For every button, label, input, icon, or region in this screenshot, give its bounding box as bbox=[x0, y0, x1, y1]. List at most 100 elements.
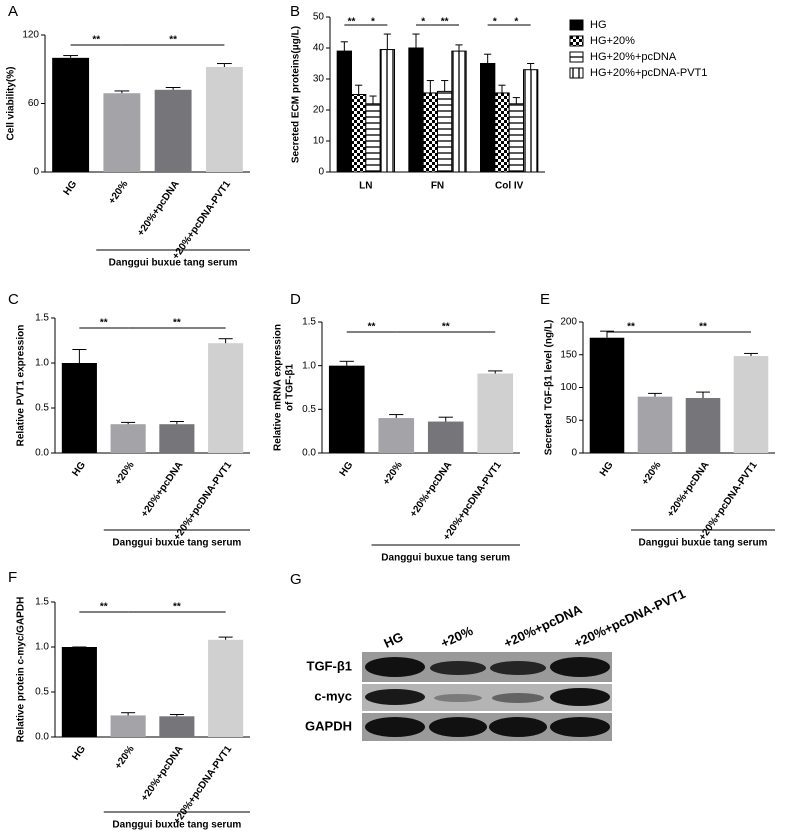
bar bbox=[508, 103, 524, 173]
bar bbox=[427, 421, 464, 453]
x-tick-label: HG bbox=[70, 460, 88, 479]
column-label: HG bbox=[381, 629, 405, 651]
x-tick-label: +20% bbox=[113, 460, 137, 488]
row-label: TGF-β1 bbox=[307, 658, 353, 673]
bar bbox=[422, 92, 438, 173]
bar bbox=[408, 47, 424, 173]
legend-label: HG+20%+pcDNA bbox=[590, 51, 677, 63]
bar bbox=[61, 363, 97, 453]
panel-label: G bbox=[290, 571, 302, 588]
blot-panel: G TGF-β1 c-myc GAPDH HG +20% +20%+pcDNA … bbox=[290, 571, 688, 741]
y-tick-label: 0 bbox=[33, 167, 39, 178]
bar bbox=[494, 92, 510, 173]
bar bbox=[208, 639, 244, 737]
bar bbox=[637, 396, 673, 453]
panel-label: A bbox=[8, 3, 18, 20]
y-tick-label: 0.0 bbox=[302, 448, 316, 459]
panel-label: C bbox=[8, 291, 19, 308]
significance-label: ** bbox=[699, 322, 707, 333]
significance-label: * bbox=[421, 17, 425, 28]
legend-swatch bbox=[569, 67, 584, 79]
bar bbox=[379, 49, 395, 173]
band bbox=[489, 717, 547, 737]
column-label: +20%+pcDNA-PVT1 bbox=[571, 586, 687, 651]
y-tick-label: 0.0 bbox=[35, 732, 49, 743]
x-tick-label: HG bbox=[62, 179, 80, 198]
significance-label: ** bbox=[441, 17, 449, 28]
x-tick-label: +20%+pcDNA-PVT1 bbox=[170, 179, 233, 262]
legend-label: HG+20% bbox=[590, 35, 635, 47]
y-tick-label: 150 bbox=[560, 349, 577, 360]
band bbox=[429, 717, 487, 737]
x-tick-label: +20%+pcDNA bbox=[665, 460, 711, 520]
bar bbox=[328, 365, 365, 453]
y-tick-label: 10 bbox=[313, 136, 325, 147]
band bbox=[365, 689, 425, 705]
bar bbox=[451, 50, 467, 173]
y-tick-label: 50 bbox=[313, 12, 325, 23]
band bbox=[434, 694, 482, 702]
band bbox=[550, 717, 610, 737]
column-label: +20% bbox=[438, 623, 475, 651]
group-label: Danggui buxue tang serum bbox=[639, 538, 768, 549]
x-tick-label: +20%+pcDNA bbox=[139, 460, 185, 520]
bar bbox=[365, 103, 381, 173]
y-tick-label: 0.0 bbox=[35, 448, 49, 459]
y-tick-label: 1.5 bbox=[302, 317, 316, 328]
y-tick-label: 1.0 bbox=[302, 360, 316, 371]
legend-swatch bbox=[569, 19, 584, 31]
group-label: Danggui buxue tang serum bbox=[112, 820, 241, 831]
bar bbox=[110, 715, 146, 737]
bar bbox=[159, 424, 195, 453]
column-label: +20%+pcDNA bbox=[501, 601, 585, 651]
x-tick-label: FN bbox=[431, 181, 444, 192]
significance-label: * bbox=[514, 17, 518, 28]
band bbox=[430, 661, 486, 675]
panel-label: F bbox=[8, 569, 17, 586]
y-axis-label: Relative protein c-myc/GAPDH bbox=[16, 597, 27, 743]
group-label: Danggui buxue tang serum bbox=[112, 538, 241, 549]
y-tick-label: 30 bbox=[313, 74, 325, 85]
y-axis-label: Secreted TGF-β1 level (ng/L) bbox=[544, 320, 555, 456]
row-label: c-myc bbox=[314, 688, 352, 703]
y-tick-label: 1.0 bbox=[35, 358, 49, 369]
legend-swatch bbox=[569, 51, 584, 63]
y-tick-label: 0.5 bbox=[302, 404, 316, 415]
panel-label: E bbox=[540, 291, 550, 308]
x-tick-label: HG bbox=[70, 744, 88, 763]
bar bbox=[336, 50, 352, 173]
group-label: Danggui buxue tang serum bbox=[381, 553, 510, 564]
y-axis-label: Relative PVT1 expression bbox=[16, 325, 27, 447]
bar bbox=[110, 424, 146, 453]
y-tick-label: 50 bbox=[566, 415, 578, 426]
bar bbox=[61, 647, 97, 737]
y-tick-label: 1.5 bbox=[35, 313, 49, 324]
bar bbox=[154, 89, 192, 172]
x-tick-label: HG bbox=[338, 460, 356, 479]
band bbox=[550, 657, 610, 677]
y-axis-label: Relative mRNA expression bbox=[273, 324, 284, 451]
y-tick-label: 0.5 bbox=[35, 403, 49, 414]
bar bbox=[208, 343, 244, 453]
significance-label: ** bbox=[627, 322, 635, 333]
y-tick-label: 1.0 bbox=[35, 642, 49, 653]
significance-label: ** bbox=[92, 35, 100, 46]
significance-label: ** bbox=[368, 322, 376, 333]
bar bbox=[103, 93, 141, 172]
legend-label: HG bbox=[590, 19, 607, 31]
y-tick-label: 60 bbox=[28, 98, 40, 109]
x-tick-label: +20% bbox=[381, 460, 405, 488]
significance-label: ** bbox=[442, 322, 450, 333]
x-tick-label: +20%+pcDNA bbox=[139, 744, 185, 804]
bar bbox=[685, 397, 721, 453]
bar bbox=[205, 66, 243, 172]
panel-label: D bbox=[290, 291, 301, 308]
x-tick-label: HG bbox=[598, 460, 616, 479]
x-tick-label: +20%+pcDNA bbox=[135, 179, 181, 239]
band bbox=[550, 688, 610, 706]
y-tick-label: 40 bbox=[313, 43, 325, 54]
bar bbox=[437, 90, 453, 173]
x-tick-label: +20%+pcDNA bbox=[408, 460, 454, 520]
y-tick-label: 100 bbox=[560, 382, 577, 393]
